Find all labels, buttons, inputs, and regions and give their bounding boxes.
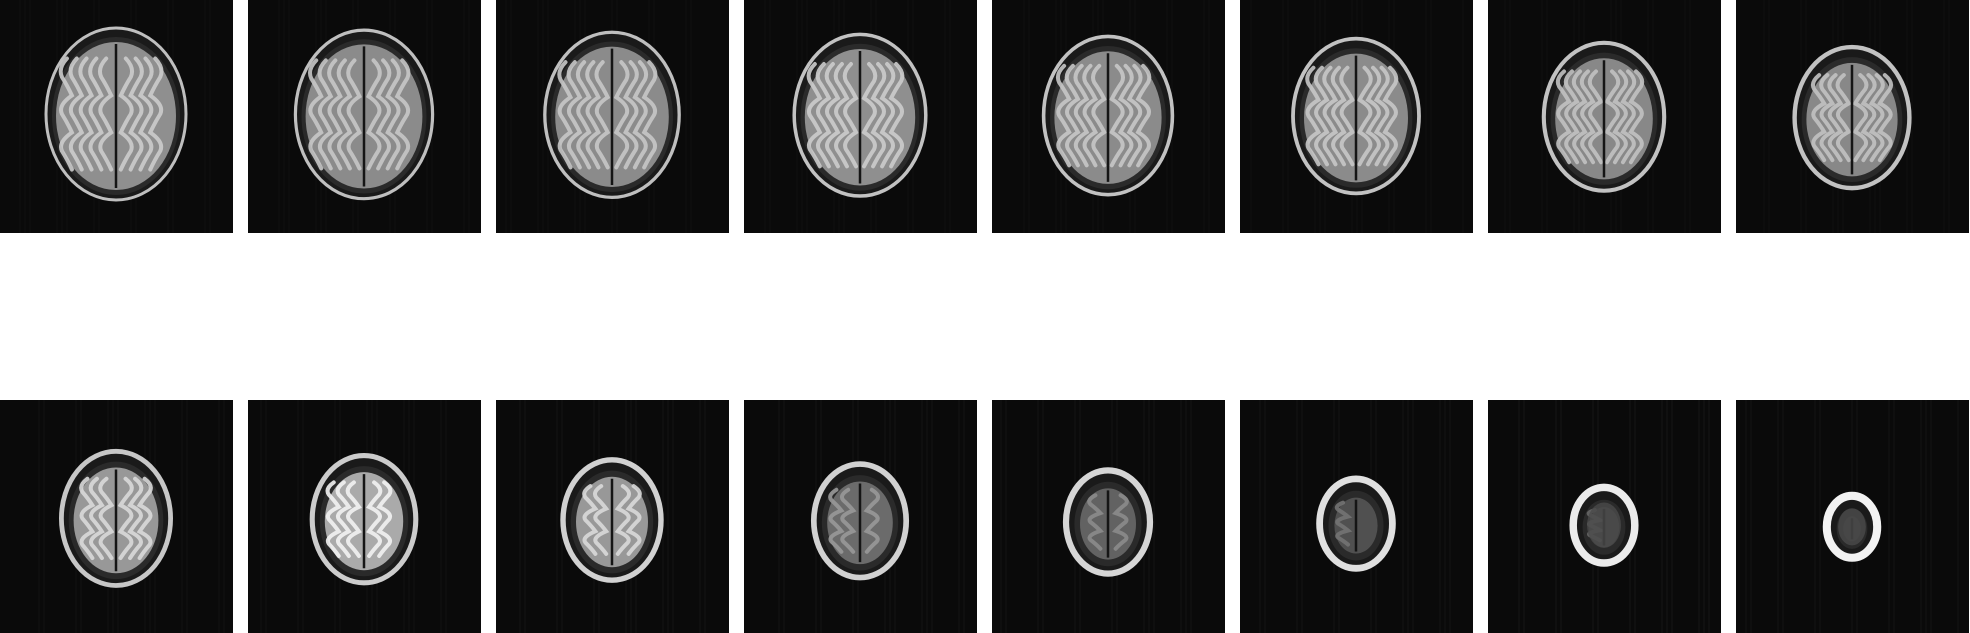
mri-slice-3 [496,0,729,233]
mri-slice-image [278,0,470,233]
gyri-pattern [828,487,880,554]
diffuse-core [1838,508,1866,546]
mri-slice-image [1000,400,1192,633]
mri-slice-1 [0,0,233,233]
mri-slice-10 [248,400,481,633]
mri-slice-image [1763,0,1950,233]
mri-slice-5 [992,0,1225,233]
mri-slice-image [1259,400,1451,633]
mri-slice-13 [992,400,1225,633]
gyri-pattern [557,60,658,170]
mri-slice-15 [1488,400,1721,633]
gyri-pattern [1087,493,1129,551]
mri-slice-8 [1736,0,1969,233]
gyri-pattern [1334,500,1353,547]
mri-slice-12 [744,400,977,633]
mri-slice-image [1745,400,1959,633]
gyri-pattern [582,484,642,556]
mri-slice-image [764,0,951,233]
gyri-pattern [79,476,153,561]
gyri-pattern [308,58,411,171]
mri-slice-image [260,400,447,633]
mri-slice-image [519,400,706,633]
gyri-pattern [325,480,393,558]
mri-slice-9 [0,400,233,633]
mri-slice-4 [744,0,977,233]
mri-slice-16 [1736,400,1969,633]
noise-streaks [1745,400,1959,633]
gyri-pattern [1305,65,1399,167]
mri-slice-14 [1240,400,1473,633]
mri-slice-image [1504,0,1691,233]
diffuse-core [1587,502,1621,548]
mri-slice-2 [248,0,481,233]
mri-slice-image [1250,0,1464,233]
mri-slice-image [38,400,225,633]
gyri-pattern [1055,63,1152,168]
mri-slice-7 [1488,0,1721,233]
bottom-slice-row [0,400,1969,633]
mri-slice-image [505,0,692,233]
mri-slice-image [778,400,965,633]
mri-slice-image [1023,0,1210,233]
gyri-pattern [1555,69,1645,165]
mri-slice-image [1518,400,1710,633]
mri-slice-11 [496,400,729,633]
top-slice-row [0,0,1969,233]
gyri-pattern [58,56,164,172]
gyri-pattern [1810,73,1894,163]
gyri-pattern [806,62,905,169]
mri-slice-6 [1240,0,1473,233]
mri-slice-image [19,0,211,233]
